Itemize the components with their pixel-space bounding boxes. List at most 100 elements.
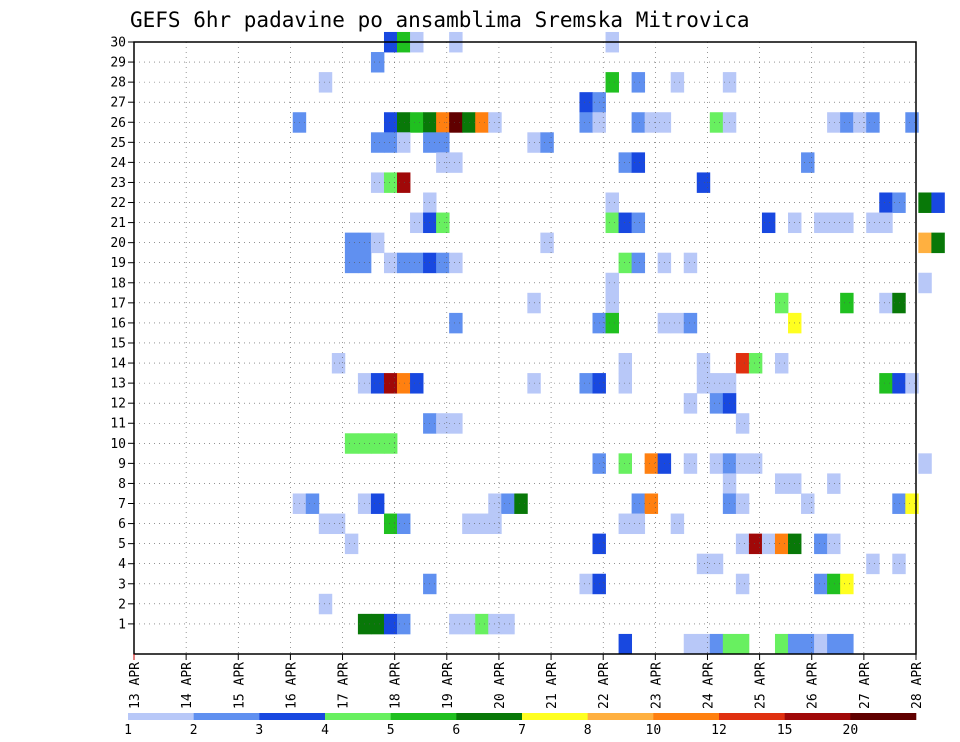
heatmap-cell [618,373,633,394]
heatmap-cell [696,633,711,655]
heatmap-cell [931,232,945,254]
heatmap-cell [618,513,633,535]
heatmap-cell [475,613,489,635]
y-tick-label: 12 [110,397,126,412]
colorbar-segment [259,713,326,720]
heatmap-cell [879,373,893,394]
colorbar-label: 10 [646,723,662,738]
heatmap-cell [814,573,828,595]
heatmap-cell [840,573,854,595]
x-tick-label: 25 APR [754,662,769,709]
heatmap-cell [774,353,789,374]
heatmap-cell [814,212,828,234]
x-axis: 13 APR 14 APR 15 APR 16 APR 17 APR 18 APR 19 A… [128,654,925,709]
colorbar-label: 7 [518,723,526,738]
heatmap-cell [827,533,841,555]
x-tick-label: 23 APR [649,662,664,709]
heatmap-cell [436,252,450,274]
colorbar-label: 4 [321,723,329,738]
heatmap-cell [436,132,450,153]
y-tick-label: 19 [110,256,126,271]
y-tick-label: 16 [110,316,126,331]
heatmap-cell [436,112,450,133]
colorbar-label: 2 [190,723,198,738]
heatmap-cell [370,373,385,394]
heatmap-cell [709,393,724,414]
heatmap-cell [618,353,633,374]
heatmap-cell [774,633,789,655]
y-tick-label: 11 [110,417,126,432]
heatmap-cell [410,252,424,274]
heatmap-cell [344,252,359,274]
heatmap-cell [397,172,411,193]
heatmap-cell [449,312,463,334]
heatmap-cell [696,353,711,374]
y-tick-label: 30 [110,36,126,51]
heatmap-cell [449,252,463,274]
heatmap-cell [748,353,763,374]
heatmap-cell [501,493,515,514]
colorbar-segment [653,713,720,720]
x-tick-label: 17 APR [337,662,352,709]
heatmap-cell [774,292,789,314]
heatmap-cell [748,453,763,474]
heatmap-cell [370,52,385,73]
heatmap-cell [397,112,411,133]
x-tick-label: 20 APR [493,662,508,709]
heatmap-cell [722,633,737,655]
chart-title: GEFS 6hr padavine po ansamblima Sremska … [130,8,750,32]
y-axis: 1234567891011121314151617181920212223242… [110,36,134,632]
heatmap-cell [892,553,906,575]
colorbar-segment [390,713,457,720]
heatmap-cell [892,493,906,514]
heatmap-cell [397,373,411,394]
heatmap-cell [436,152,450,173]
colorbar-label: 8 [584,723,592,738]
heatmap-cell [540,232,554,254]
heatmap-cell [501,613,515,635]
heatmap-cell [462,513,476,535]
heatmap-cell [449,413,463,434]
heatmap-cell [931,192,945,213]
y-tick-label: 9 [118,457,126,472]
heatmap-cell [644,453,659,474]
colorbar-segment [128,713,194,720]
heatmap-cell [631,513,646,535]
colorbar-segment [522,713,588,720]
heatmap-cell [331,353,346,374]
heatmap-cell [696,373,711,394]
heatmap-cell [866,112,880,133]
heatmap-cell [618,633,633,655]
x-tick-label: 26 APR [806,662,821,709]
heatmap-cell [436,212,450,234]
heatmap-cell [814,533,828,555]
heatmap-cell [331,513,346,535]
heatmap-cell [892,373,906,394]
heatmap-cell [827,573,841,595]
y-tick-label: 21 [110,216,126,231]
heatmap-cell [735,573,750,595]
y-tick-label: 8 [118,477,126,492]
heatmap-cell [397,513,411,535]
y-tick-label: 13 [110,377,126,392]
colorbar-label: 6 [452,723,460,738]
grid-lines [133,41,917,654]
heatmap-cell [788,633,802,655]
heatmap-cell [318,72,333,93]
colorbar-label: 5 [387,723,395,738]
heatmap-cell [579,112,593,133]
heatmap-cell [579,373,593,394]
heatmap-cell [840,292,854,314]
y-tick-label: 26 [110,116,126,131]
heatmap-cell [761,533,776,555]
x-tick-label: 13 APR [128,662,143,709]
heatmap-cell [605,292,619,314]
heatmap-cell [475,112,489,133]
x-tick-label: 21 APR [545,662,560,709]
heatmap-cell [370,433,385,454]
y-tick-label: 10 [110,437,126,452]
heatmap-cell [305,493,320,514]
y-tick-label: 15 [110,336,126,351]
heatmap-cell [827,212,841,234]
